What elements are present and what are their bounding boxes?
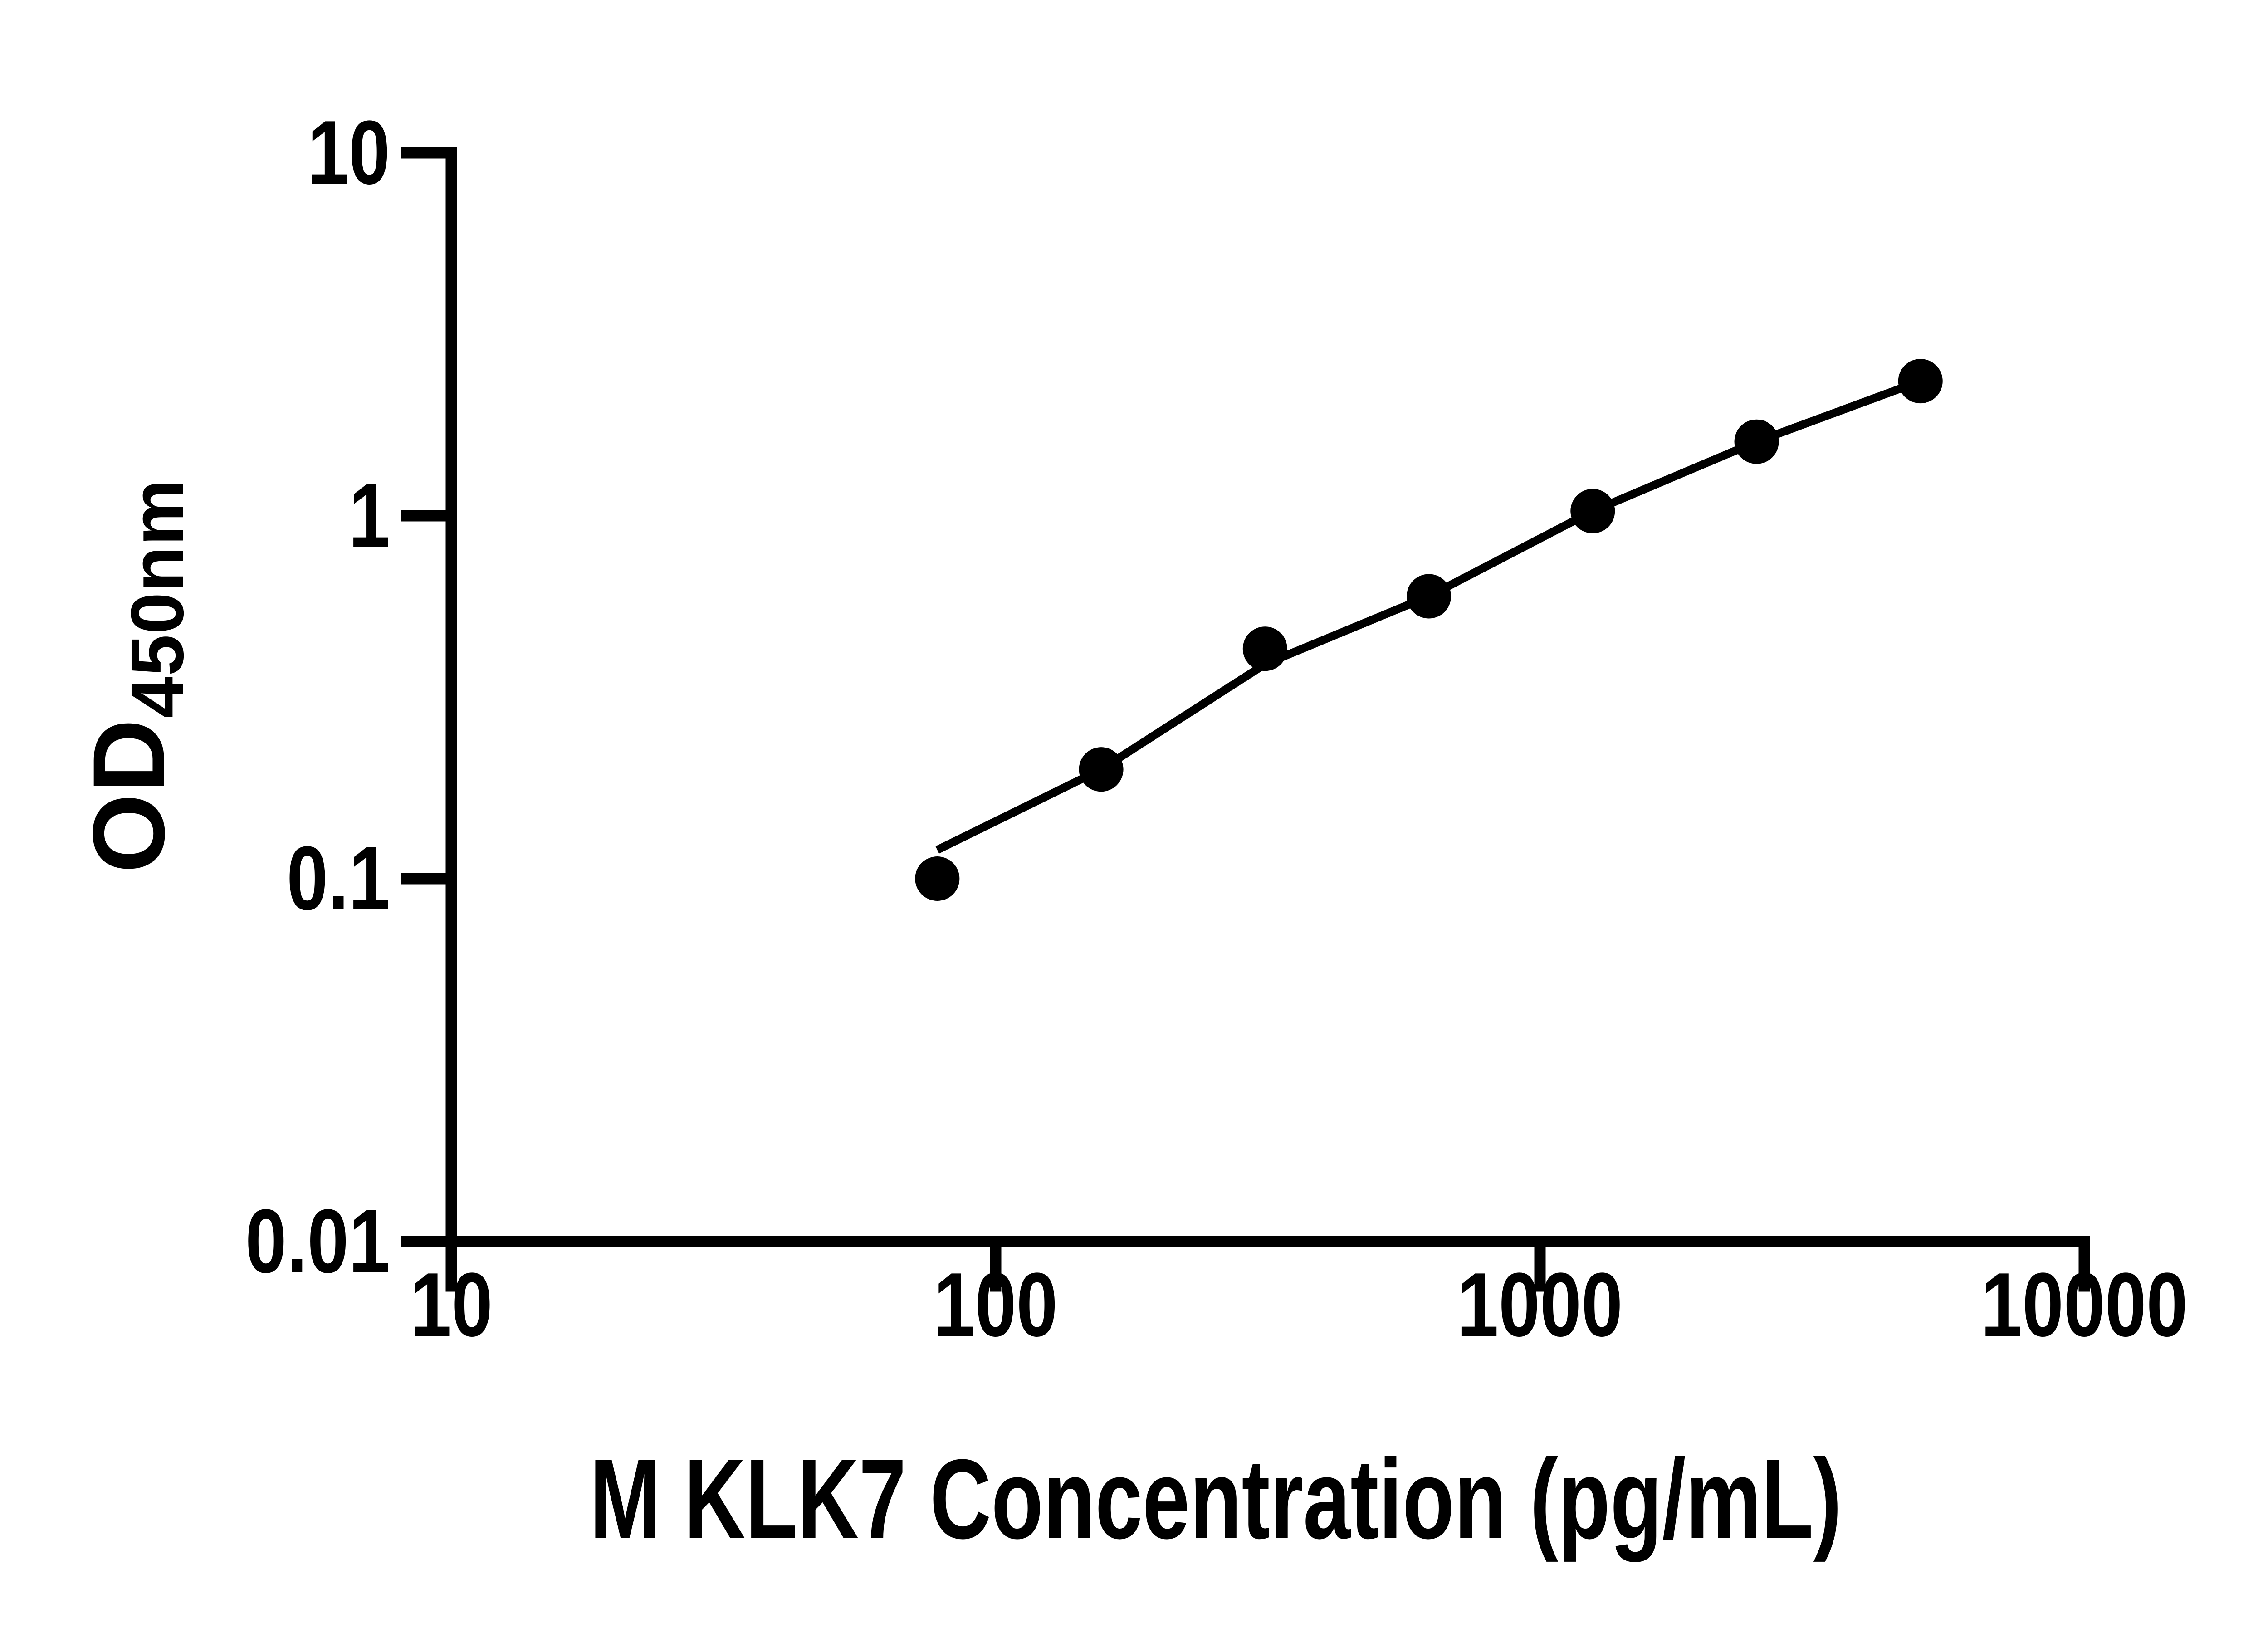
x-tick-label: 10000 [1980,1254,2188,1355]
x-tick-label: 100 [934,1254,1058,1355]
x-axis-title: M KLK7 Concentration (pg/mL) [589,1436,1842,1562]
data-point-marker [1570,489,1615,533]
y-tick-label: 10 [307,102,390,203]
data-point-marker [915,856,960,901]
data-point-marker [1734,419,1779,464]
y-axis-title: OD450nm [71,479,212,873]
x-tick-label: 10 [410,1254,493,1355]
y-tick-label: 0.1 [287,828,390,929]
data-point-marker [1898,359,1943,404]
y-axis-title-subscript: 450nm [115,479,199,719]
y-tick-label: 1 [348,465,390,566]
data-point-marker [1242,626,1287,671]
data-point-marker [1407,574,1452,619]
x-tick-label: 1000 [1457,1254,1623,1355]
y-axis-title-main: OD [71,718,186,873]
data-point-marker [1079,747,1124,792]
y-tick-label: 0.01 [245,1191,390,1292]
